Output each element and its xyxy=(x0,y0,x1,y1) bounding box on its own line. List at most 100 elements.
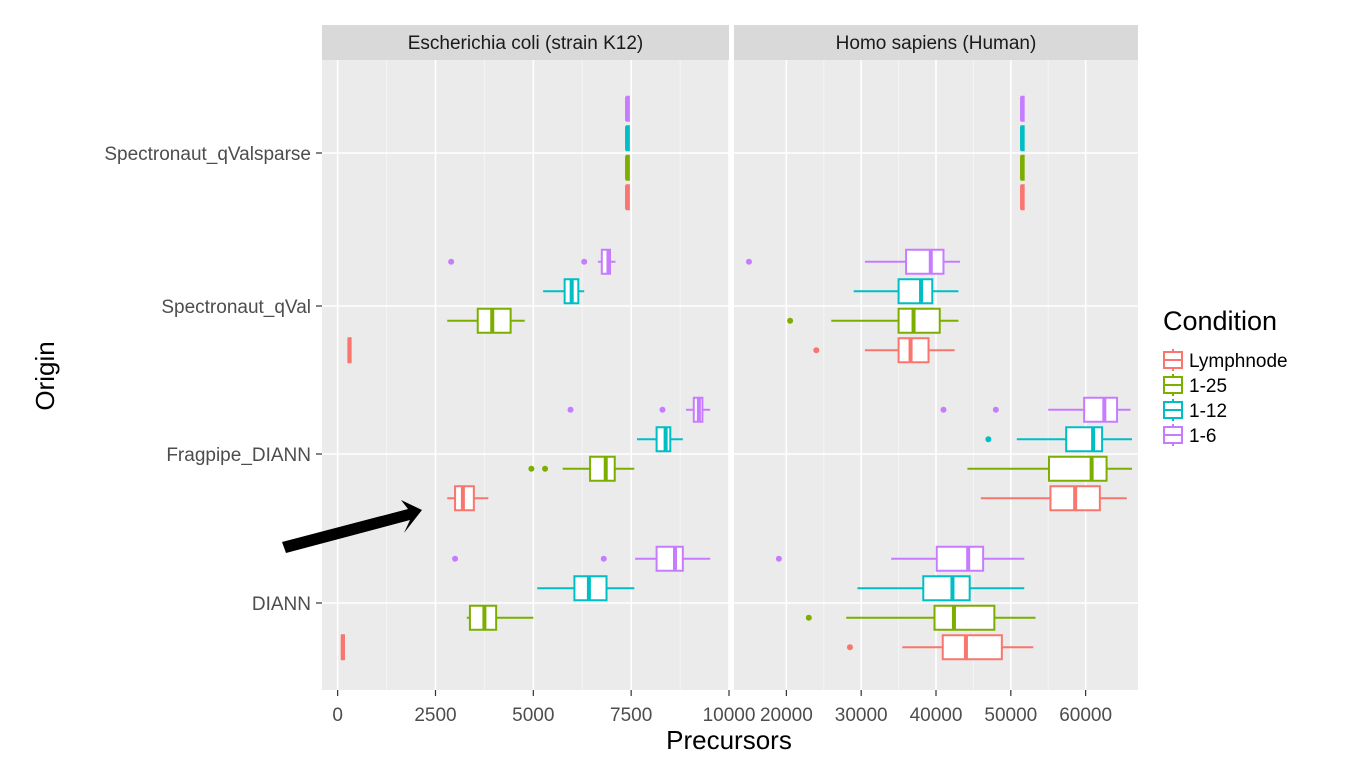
outlier-point xyxy=(567,406,574,413)
box-Spectronaut_qValsparse xyxy=(625,154,630,181)
legend-items: Lymphnode 1-25 1-12 1-6 xyxy=(1163,349,1288,447)
box-Fragpipe_DIANN xyxy=(967,455,1133,482)
series-1-25 xyxy=(447,154,635,631)
x-tick-label: 50000 xyxy=(984,705,1037,726)
series-1-6 xyxy=(745,95,1131,572)
x-tick-label: 30000 xyxy=(835,705,888,726)
outlier-point xyxy=(452,555,459,562)
box-Fragpipe_DIANN xyxy=(980,485,1127,512)
panels-layer: Escherichia coli (strain K12) 0 2500 5000 75… xyxy=(322,25,1138,726)
x-tick-label: 5000 xyxy=(512,705,554,726)
panel-0: Escherichia coli (strain K12) 0 2500 5000 75… xyxy=(322,25,755,726)
box-Spectronaut_qVal xyxy=(448,248,616,275)
legend-label: Lymphnode xyxy=(1189,351,1288,372)
legend-item-1-25: 1-25 xyxy=(1163,374,1227,397)
legend-item-Lymphnode: Lymphnode xyxy=(1163,349,1288,372)
panel-strip xyxy=(734,25,1138,60)
outlier-point xyxy=(940,406,947,413)
y-category-label: Spectronaut_qVal xyxy=(161,297,311,318)
box-iqr xyxy=(1047,455,1108,482)
annotation-arrow-layer xyxy=(282,500,422,553)
y-axis-title: Origin xyxy=(30,341,60,410)
box-Fragpipe_DIANN xyxy=(985,426,1133,453)
outlier-point xyxy=(775,555,782,562)
outlier-point xyxy=(787,317,794,324)
box-Spectronaut_qVal xyxy=(853,278,959,305)
legend-label: 1-6 xyxy=(1189,426,1216,447)
panel-strip xyxy=(322,25,729,60)
box-iqr xyxy=(905,248,945,275)
series-Lymphnode xyxy=(340,184,630,661)
box-iqr xyxy=(922,575,971,602)
x-tick-label: 10000 xyxy=(703,705,756,726)
y-category-labels: Spectronaut_qValsparse Spectronaut_qVal Fr… xyxy=(104,144,322,615)
annotation-arrow xyxy=(282,500,422,553)
box-DIANN xyxy=(452,545,711,572)
panel-title: Escherichia coli (strain K12) xyxy=(408,33,643,54)
x-tick-label: 40000 xyxy=(910,705,963,726)
box-iqr xyxy=(655,545,684,572)
box-Fragpipe_DIANN xyxy=(637,426,683,453)
outlier-point xyxy=(542,465,549,472)
box-iqr xyxy=(589,455,616,482)
box-iqr xyxy=(941,634,1003,661)
legend-title: Condition xyxy=(1163,306,1277,336)
box-Spectronaut_qValsparse xyxy=(625,184,630,211)
x-tick-label: 2500 xyxy=(414,705,456,726)
box-DIANN xyxy=(775,545,1025,572)
box-iqr xyxy=(1065,426,1104,453)
box-Spectronaut_qValsparse xyxy=(1020,95,1025,122)
box-DIANN xyxy=(537,575,635,602)
box-Spectronaut_qValsparse xyxy=(1020,154,1025,181)
outlier-point xyxy=(992,406,999,413)
box-Spectronaut_qVal xyxy=(447,307,525,334)
box-Fragpipe_DIANN xyxy=(940,396,1131,423)
box-iqr xyxy=(655,426,672,453)
box-iqr xyxy=(935,545,985,572)
box-Spectronaut_qVal xyxy=(813,337,955,364)
legend-label: 1-25 xyxy=(1189,376,1227,397)
box-iqr xyxy=(933,604,996,631)
series-1-6 xyxy=(448,95,711,572)
x-tick-label: 20000 xyxy=(760,705,813,726)
panel-title: Homo sapiens (Human) xyxy=(836,33,1037,54)
box-DIANN xyxy=(340,634,345,661)
outlier-point xyxy=(985,436,992,443)
box-DIANN xyxy=(857,575,1025,602)
outlier-point xyxy=(600,555,607,562)
panel-1: Homo sapiens (Human) 20000 30000 40000 50000… xyxy=(734,25,1138,726)
series-1-25 xyxy=(787,154,1133,631)
series-1-12 xyxy=(537,125,683,602)
outlier-point xyxy=(528,465,535,472)
box-iqr xyxy=(1083,396,1119,423)
box-Spectronaut_qVal xyxy=(787,307,959,334)
outlier-point xyxy=(659,406,666,413)
x-axis-title: Precursors xyxy=(666,725,792,755)
box-DIANN xyxy=(846,634,1034,661)
legend: Condition Lymphnode 1-25 1-12 1-6 xyxy=(1163,306,1288,447)
outlier-point xyxy=(448,258,455,265)
box-iqr xyxy=(897,337,930,364)
outlier-point xyxy=(745,258,752,265)
legend-label: 1-12 xyxy=(1189,401,1227,422)
outlier-point xyxy=(846,644,853,651)
box-Spectronaut_qVal xyxy=(543,278,585,305)
y-category-label: DIANN xyxy=(252,594,311,615)
outlier-point xyxy=(581,258,588,265)
box-DIANN xyxy=(466,604,534,631)
box-Spectronaut_qValsparse xyxy=(625,125,630,152)
box-Spectronaut_qVal xyxy=(745,248,960,275)
series-1-12 xyxy=(853,125,1133,602)
panel-background xyxy=(322,60,729,690)
box-Spectronaut_qValsparse xyxy=(1020,125,1025,152)
box-iqr xyxy=(897,307,941,334)
box-iqr xyxy=(897,278,934,305)
outlier-point xyxy=(813,347,820,354)
box-Spectronaut_qValsparse xyxy=(625,95,630,122)
box-DIANN xyxy=(805,604,1036,631)
legend-item-1-6: 1-6 xyxy=(1163,424,1216,447)
x-tick-label: 60000 xyxy=(1059,705,1112,726)
x-tick-label: 7500 xyxy=(610,705,652,726)
y-category-label: Fragpipe_DIANN xyxy=(166,445,311,466)
